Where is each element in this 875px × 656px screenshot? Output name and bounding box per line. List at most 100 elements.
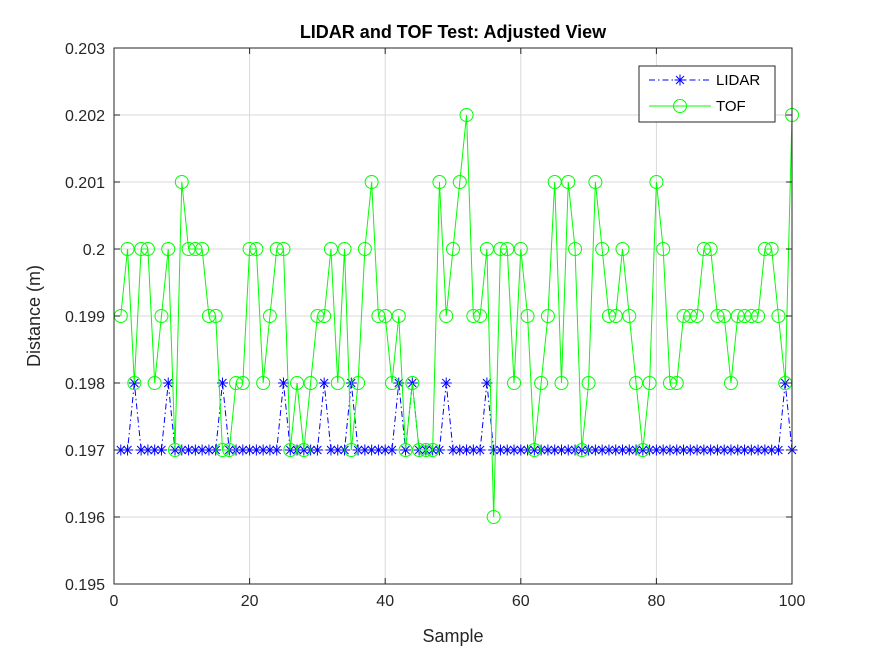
tof-point: [601, 309, 616, 323]
tof-point: [208, 309, 223, 323]
lidar-point-stroke: [245, 445, 254, 455]
lidar-point: [467, 444, 479, 456]
y-tick-label: 0.199: [65, 309, 105, 326]
y-tick-label: 0.196: [65, 510, 105, 527]
lidar-point: [440, 377, 452, 389]
lidar-point-stroke: [462, 445, 471, 455]
lidar-point-stroke: [557, 445, 566, 455]
tof-point: [330, 376, 345, 390]
tof-point: [235, 376, 250, 390]
tof-point: [242, 242, 257, 256]
lidar-point-stroke: [374, 445, 383, 455]
x-tick-label: 80: [648, 593, 666, 610]
tof-point: [547, 175, 562, 189]
tof-point: [683, 309, 698, 323]
lidar-point-stroke: [469, 445, 478, 455]
tof-point: [310, 309, 325, 323]
tof-point: [459, 108, 474, 122]
tof-point: [730, 309, 745, 323]
tof-point: [588, 175, 603, 189]
lidar-point-stroke: [496, 445, 505, 455]
tof-line: [120, 114, 793, 518]
tof-point: [581, 376, 596, 390]
tof-point: [296, 443, 311, 457]
tof-point: [364, 175, 379, 189]
lidar-point-stroke: [516, 445, 526, 455]
tof-point: [554, 376, 569, 390]
tof-point: [486, 510, 501, 524]
tof-point: [744, 309, 759, 323]
legend-tof-marker: [673, 99, 687, 113]
tof-point: [357, 242, 372, 256]
tof-point: [500, 242, 515, 256]
tof-point: [147, 376, 162, 390]
lidar-point: [705, 444, 717, 456]
tof-point: [229, 376, 244, 390]
tof-point: [568, 242, 583, 256]
tof-point: [642, 376, 657, 390]
lidar-point-stroke: [333, 445, 343, 455]
tof-point: [595, 242, 610, 256]
lidar-point-stroke: [380, 445, 390, 455]
lidar-point-stroke: [604, 445, 614, 455]
tof-point: [540, 309, 555, 323]
tof-point: [317, 309, 332, 323]
tof-point: [337, 242, 352, 256]
tof-point: [479, 242, 494, 256]
tof-point: [140, 242, 155, 256]
x-tick-label: 20: [241, 593, 259, 610]
axis-ticks: 0 20 40 60 80 100 0.195 0.196 0.197 0.198 0.199 0.2…: [65, 41, 805, 610]
lidar-point-stroke: [326, 445, 336, 455]
lidar-point-stroke: [618, 445, 627, 455]
lidar-point: [183, 444, 195, 456]
lidar-point-stroke: [713, 445, 722, 455]
lidar-point-stroke: [143, 445, 153, 455]
lidar-point-stroke: [455, 445, 465, 455]
legend-lidar-asterisk: [674, 74, 686, 86]
lidar-point: [196, 444, 208, 456]
tof-point: [351, 376, 366, 390]
tof-point: [764, 242, 779, 256]
tof-point: [527, 443, 542, 457]
lidar-point-stroke: [733, 445, 743, 455]
lidar-point: [515, 444, 527, 456]
tof-point: [446, 242, 460, 256]
tof-point: [629, 376, 644, 390]
tof-point: [696, 242, 711, 256]
x-tick-label: 0: [110, 593, 119, 610]
lidar-point: [311, 444, 323, 456]
tof-point: [507, 376, 522, 390]
lidar-point: [698, 444, 710, 456]
tof-point: [439, 309, 454, 323]
lidar-point-stroke: [272, 445, 282, 455]
lidar-point-stroke: [597, 445, 607, 455]
tof-point: [269, 242, 284, 256]
tof-point: [737, 309, 752, 323]
tof-point: [134, 242, 149, 256]
lidar-point-stroke: [116, 445, 126, 455]
lidar-point: [596, 444, 608, 456]
tof-point: [649, 175, 664, 189]
lidar-point: [678, 444, 690, 456]
lidar-point: [122, 444, 134, 456]
tof-point: [452, 175, 467, 189]
tof-point: [710, 309, 725, 323]
y-axis-label: Distance (m): [24, 265, 44, 367]
tof-point: [378, 309, 393, 323]
lidar-point-stroke: [163, 378, 173, 388]
lidar-point-stroke: [679, 445, 688, 455]
x-tick-label: 40: [376, 593, 394, 610]
tof-point: [676, 309, 691, 323]
y-tick-label: 0.202: [65, 108, 105, 125]
tof-point: [283, 443, 298, 457]
lidar-point-stroke: [706, 445, 715, 455]
lidar-point: [461, 444, 473, 456]
lidar-point-stroke: [624, 445, 634, 455]
lidar-point-stroke: [543, 445, 553, 455]
chart-title: LIDAR and TOF Test: Adjusted View: [300, 22, 607, 42]
lidar-point-stroke: [550, 445, 560, 455]
series-layer: [113, 108, 799, 524]
lidar-point: [772, 444, 784, 456]
